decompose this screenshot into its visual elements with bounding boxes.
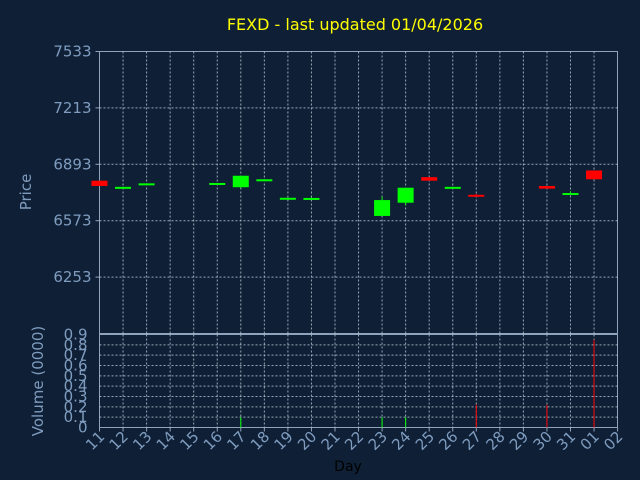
x-tick-label: 31 [553, 428, 579, 454]
x-tick-label: 28 [482, 428, 508, 454]
volume-panel: 0.90.80.70.60.50.40.30.20.10 [64, 326, 618, 437]
price-tick-label: 6893 [53, 155, 91, 173]
x-tick-label: 29 [506, 428, 532, 454]
volume-tick-label: 0 [78, 419, 88, 437]
volume-tick-label: 0.7 [64, 346, 88, 364]
volume-tick-label: 0.4 [64, 377, 88, 395]
candle-body [397, 187, 414, 203]
candle-body [256, 179, 273, 182]
candle-body [91, 180, 108, 186]
x-tick-label: 27 [459, 428, 485, 454]
candle-body [421, 177, 438, 181]
candle-body [562, 193, 579, 196]
volume-tick-label: 0.3 [64, 388, 88, 406]
volume-tick-label: 0.2 [64, 398, 88, 416]
candle-body [586, 170, 603, 180]
candle-body [279, 197, 296, 200]
candle-body [303, 197, 320, 200]
volume-tick-label: 0.5 [64, 367, 88, 385]
price-axis-label: Price [17, 174, 35, 211]
x-tick-label: 12 [106, 428, 132, 454]
volume-tick-label: 0.6 [64, 357, 88, 375]
x-tick-label: 19 [270, 428, 296, 454]
x-tick-label: 30 [530, 428, 556, 454]
x-axis-label: Day [334, 459, 362, 475]
candle-body [232, 175, 249, 188]
x-tick-label: 02 [600, 428, 626, 454]
candle-body [138, 183, 155, 186]
x-tick-label: 22 [341, 428, 367, 454]
x-tick-label: 23 [365, 428, 391, 454]
volume-tick-label: 0.8 [64, 336, 88, 354]
x-tick-label: 15 [176, 428, 202, 454]
price-tick-label: 7533 [53, 43, 91, 61]
candle-body [115, 186, 132, 189]
x-tick-label: 14 [153, 428, 179, 454]
x-tick-label: 26 [435, 428, 461, 454]
x-tick-label: 21 [318, 428, 344, 454]
price-tick-label: 7213 [53, 99, 91, 117]
x-tick-label: 01 [577, 428, 603, 454]
x-tick-label: 13 [129, 428, 155, 454]
x-tick-label: 18 [247, 428, 273, 454]
x-tick-label: 16 [200, 428, 226, 454]
price-panel: 7533 7213 6893 6573 6253 [53, 43, 618, 334]
candle-body [444, 186, 461, 189]
x-tick-label: 25 [412, 428, 438, 454]
x-tick-label: 24 [388, 428, 414, 454]
candle-body [468, 194, 485, 197]
x-axis: 1112131415161718192021222324252627282930… [82, 427, 626, 454]
volume-tick-label: 0.9 [64, 326, 88, 344]
chart-title: FEXD - last updated 01/04/2026 [227, 15, 483, 34]
volume-axis-label: Volume (0000) [29, 326, 47, 436]
volume-tick-label: 0.1 [64, 408, 88, 426]
price-tick-label: 6253 [53, 268, 91, 286]
price-tick-label: 6573 [53, 212, 91, 230]
x-tick-label: 17 [223, 428, 249, 454]
candle-body [209, 182, 226, 185]
candle-body [374, 200, 391, 216]
candle-body [538, 185, 555, 189]
x-tick-label: 20 [294, 428, 320, 454]
